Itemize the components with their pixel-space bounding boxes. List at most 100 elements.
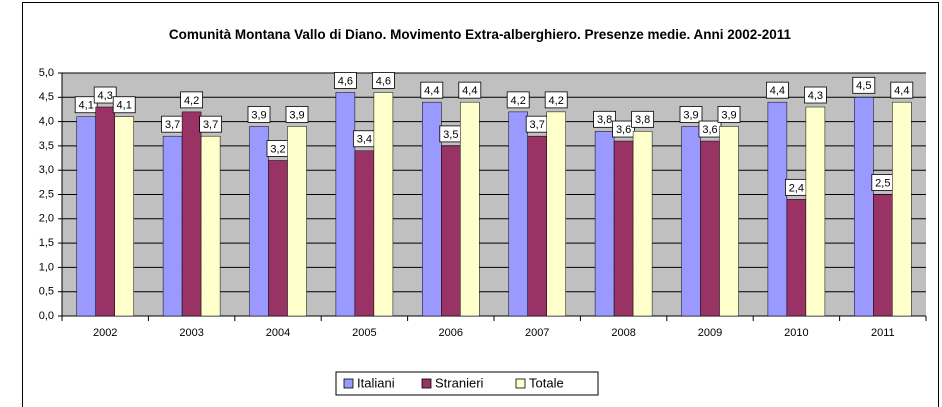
bar — [613, 140, 634, 317]
data-label: 3,9 — [683, 109, 698, 121]
data-label-box — [199, 115, 223, 133]
y-tick-label: 3,5 — [39, 140, 54, 152]
bar — [767, 101, 788, 317]
data-label: 3,6 — [702, 124, 717, 136]
data-label-box — [371, 72, 395, 89]
bar — [249, 126, 269, 317]
data-label: 4,1 — [117, 100, 132, 112]
data-label: 3,9 — [721, 109, 736, 121]
bar — [873, 194, 893, 317]
x-tick-label: 2006 — [439, 327, 463, 339]
data-label-box — [593, 110, 616, 128]
legend-label: Totale — [529, 375, 564, 390]
bar — [373, 92, 394, 317]
data-label-box — [112, 96, 136, 114]
bar — [508, 111, 528, 317]
data-label: 3,8 — [635, 114, 650, 126]
data-label: 4,3 — [98, 90, 113, 102]
data-label: 4,4 — [894, 85, 909, 97]
data-label-box — [852, 76, 876, 94]
data-label-box — [890, 81, 914, 99]
data-label: 4,2 — [549, 95, 564, 107]
data-label-box — [631, 110, 654, 128]
bar — [681, 126, 701, 317]
legend-swatch — [343, 378, 354, 389]
x-tick-label: 2004 — [266, 327, 290, 339]
data-label-box — [804, 86, 827, 104]
x-tick-label: 2005 — [352, 327, 376, 339]
data-label: 3,9 — [251, 109, 266, 121]
data-label: 3,6 — [616, 124, 631, 136]
legend-label: Stranieri — [435, 375, 484, 390]
bar — [527, 135, 547, 317]
bar — [632, 131, 653, 317]
y-tick-label: 1,5 — [39, 237, 54, 249]
bar — [76, 116, 96, 317]
data-label-box — [420, 81, 444, 99]
bar — [335, 92, 356, 317]
legend-box — [335, 371, 599, 396]
y-tick-label: 1,0 — [39, 261, 54, 273]
bar — [268, 160, 288, 317]
data-label: 4,4 — [462, 85, 477, 97]
bar — [422, 101, 442, 317]
y-tick-label: 0,0 — [39, 310, 54, 322]
bar — [854, 97, 874, 317]
y-tick-label: 3,0 — [39, 164, 54, 176]
data-label: 4,4 — [770, 85, 785, 97]
chart-title: Comunità Montana Vallo di Diano. Movimen… — [168, 27, 792, 42]
bar — [786, 199, 807, 317]
data-label: 4,1 — [79, 100, 94, 112]
bar — [200, 135, 221, 317]
bar — [441, 145, 461, 317]
data-label: 3,2 — [270, 143, 285, 155]
y-tick-label: 4,0 — [39, 116, 54, 128]
data-label-box — [544, 91, 568, 109]
x-tick-label: 2003 — [179, 327, 203, 339]
x-tick-label: 2009 — [698, 327, 722, 339]
y-tick-label: 5,0 — [39, 67, 54, 79]
y-tick-label: 4,5 — [39, 91, 54, 103]
data-label: 4,4 — [424, 85, 439, 97]
bar — [594, 131, 615, 317]
data-label-box — [766, 81, 789, 99]
data-label: 4,6 — [338, 75, 353, 87]
data-label: 4,3 — [808, 90, 823, 102]
bar — [805, 106, 826, 317]
data-label-box — [247, 106, 271, 123]
x-tick-label: 2007 — [525, 327, 549, 339]
bar — [181, 111, 202, 317]
data-label: 3,7 — [203, 119, 218, 131]
data-label: 4,2 — [511, 95, 526, 107]
bar — [460, 101, 480, 317]
y-tick-label: 2,5 — [39, 188, 54, 200]
legend-swatch — [515, 378, 526, 389]
bar — [114, 116, 134, 317]
data-label: 4,2 — [184, 95, 199, 107]
legend-label: Italiani — [357, 375, 395, 390]
x-tick-label: 2002 — [93, 327, 117, 339]
x-tick-label: 2011 — [871, 327, 895, 339]
data-label-box — [458, 81, 482, 99]
bar — [287, 126, 307, 317]
y-tick-label: 0,5 — [39, 286, 54, 298]
data-label-box — [506, 91, 530, 109]
data-label-box — [679, 106, 703, 123]
data-label: 3,9 — [289, 109, 304, 121]
data-label: 3,7 — [530, 119, 545, 131]
bar — [546, 111, 566, 317]
bar — [700, 140, 720, 317]
data-label-box — [285, 106, 309, 123]
data-label: 3,7 — [165, 119, 180, 131]
data-label: 3,4 — [357, 134, 372, 146]
bar — [892, 101, 912, 317]
data-label: 4,5 — [856, 80, 871, 92]
bar — [95, 106, 115, 317]
data-label-box — [93, 86, 117, 104]
data-label: 2,4 — [789, 182, 804, 194]
data-label: 4,6 — [376, 75, 391, 87]
data-label: 3,8 — [597, 114, 612, 126]
data-label: 2,5 — [875, 177, 890, 189]
